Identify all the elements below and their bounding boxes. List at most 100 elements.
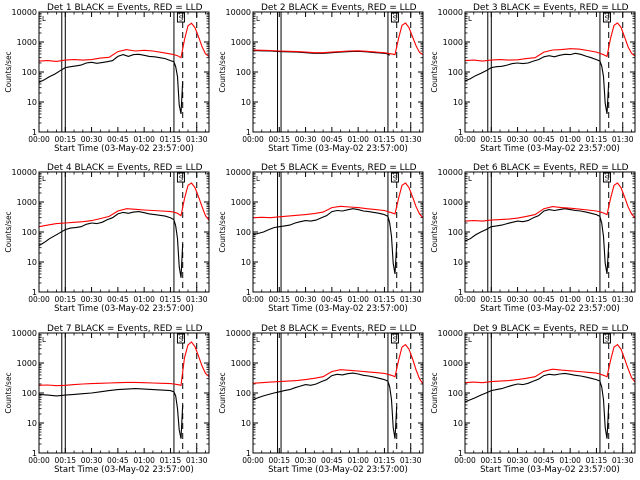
x-tick-label: 01:00 (559, 295, 581, 304)
y-tick-label: 1000 (443, 359, 463, 368)
x-tick-label: 00:15 (54, 135, 76, 144)
corner-label: L (256, 15, 260, 23)
x-tick-label: 00:45 (321, 456, 343, 465)
y-tick-label: 10000 (438, 168, 463, 177)
series-line-events (38, 211, 184, 278)
span-box-label: S (179, 15, 184, 23)
y-tick-label: 100 (22, 228, 37, 237)
y-axis-label: Counts/sec (4, 211, 13, 252)
x-tick-label: 00:15 (480, 135, 502, 144)
panel-det-5: Det 5 BLACK = Events, RED = LLD 1 10 100 100… (218, 163, 424, 314)
x-axis-label: Start Time (03-May-02 23:57:00) (268, 465, 408, 475)
y-tick-label: 1 (32, 449, 37, 458)
x-tick-label: 00:15 (268, 456, 290, 465)
panel-title: Det 9 BLACK = Events, RED = LLD (473, 324, 629, 334)
y-tick-label: 1000 (231, 198, 251, 207)
y-tick-label: 10000 (12, 8, 37, 17)
series-line-lld (252, 343, 424, 385)
x-tick-label: 00:45 (107, 456, 129, 465)
y-tick-label: 1000 (443, 198, 463, 207)
panel-det-3: Det 3 BLACK = Events, RED = LLD 1 10 100 100… (430, 3, 636, 154)
y-tick-label: 10000 (12, 168, 37, 177)
y-tick-label: 1 (32, 288, 37, 297)
series-line-lld (464, 182, 636, 222)
x-axis-label: Start Time (03-May-02 23:57:00) (54, 465, 194, 475)
y-axis-label: Counts/sec (218, 372, 227, 413)
y-axis-label: Counts/sec (430, 51, 439, 92)
x-tick-label: 00:00 (28, 456, 50, 465)
x-tick-label: 01:00 (559, 456, 581, 465)
y-tick-label: 10000 (226, 168, 251, 177)
series-line-events (464, 208, 610, 274)
x-tick-label: 00:00 (454, 456, 476, 465)
y-tick-label: 1000 (443, 38, 463, 47)
y-tick-label: 1 (458, 449, 463, 458)
x-tick-label: 00:30 (507, 135, 529, 144)
y-tick-label: 1000 (17, 198, 37, 207)
y-tick-label: 1000 (17, 38, 37, 47)
x-tick-label: 01:30 (400, 456, 422, 465)
corner-label: L (468, 15, 472, 23)
span-box-label: S (605, 15, 610, 23)
corner-label: L (256, 336, 260, 344)
y-tick-label: 10 (241, 258, 251, 267)
series-line-events (252, 49, 391, 56)
x-tick-label: 00:00 (28, 295, 50, 304)
series-line-events (252, 208, 398, 274)
y-axis-label: Counts/sec (4, 51, 13, 92)
x-axis-label: Start Time (03-May-02 23:57:00) (480, 144, 620, 154)
x-tick-label: 00:45 (533, 135, 555, 144)
x-tick-label: 01:00 (347, 295, 369, 304)
series-line-lld (38, 182, 210, 228)
series-line-events (252, 372, 398, 439)
x-tick-label: 00:45 (533, 456, 555, 465)
y-tick-label: 100 (236, 228, 251, 237)
series-line-lld (38, 22, 210, 62)
time-span-box (176, 333, 185, 344)
x-tick-label: 01:30 (186, 295, 208, 304)
x-tick-label: 00:30 (295, 456, 317, 465)
y-axis-label: Counts/sec (218, 51, 227, 92)
x-tick-label: 01:15 (160, 135, 182, 144)
panel-det-9: Det 9 BLACK = Events, RED = LLD 1 10 100 100… (430, 324, 636, 475)
span-box-label: S (393, 15, 398, 23)
y-tick-label: 1000 (231, 38, 251, 47)
x-tick-label: 00:00 (28, 135, 50, 144)
x-tick-label: 00:30 (295, 135, 317, 144)
x-tick-label: 00:15 (54, 456, 76, 465)
x-tick-label: 01:15 (586, 295, 608, 304)
panel-det-2: Det 2 BLACK = Events, RED = LLD 1 10 100 100… (218, 3, 424, 154)
panel-title: Det 6 BLACK = Events, RED = LLD (473, 163, 629, 173)
plot-frame (252, 332, 424, 454)
x-tick-label: 01:00 (133, 135, 155, 144)
x-tick-label: 01:00 (559, 135, 581, 144)
y-tick-label: 10000 (226, 8, 251, 17)
span-box-label: S (393, 336, 398, 344)
panel-title: Det 4 BLACK = Events, RED = LLD (47, 163, 203, 173)
series-line-lld (464, 22, 636, 62)
x-axis-label: Start Time (03-May-02 23:57:00) (480, 304, 620, 314)
y-tick-label: 1 (458, 128, 463, 137)
panel-title: Det 7 BLACK = Events, RED = LLD (47, 324, 203, 334)
plot-frame (464, 332, 636, 454)
time-span-box (602, 12, 611, 23)
x-tick-label: 01:00 (133, 295, 155, 304)
series-line-events (464, 52, 610, 114)
y-tick-label: 10 (241, 419, 251, 428)
x-tick-label: 00:30 (81, 295, 103, 304)
y-tick-label: 100 (22, 68, 37, 77)
x-tick-label: 01:00 (347, 135, 369, 144)
x-axis-label: Start Time (03-May-02 23:57:00) (54, 304, 194, 314)
x-tick-label: 01:15 (586, 456, 608, 465)
panel-title: Det 8 BLACK = Events, RED = LLD (261, 324, 417, 334)
y-tick-label: 10 (27, 419, 37, 428)
y-tick-label: 100 (448, 68, 463, 77)
x-tick-label: 01:15 (586, 135, 608, 144)
x-tick-label: 00:45 (321, 135, 343, 144)
y-tick-label: 1 (246, 128, 251, 137)
panel-det-4: Det 4 BLACK = Events, RED = LLD 1 10 100 100… (4, 163, 210, 314)
y-tick-label: 100 (236, 68, 251, 77)
plot-frame (252, 171, 424, 293)
y-tick-label: 1000 (231, 359, 251, 368)
y-tick-label: 1 (32, 128, 37, 137)
